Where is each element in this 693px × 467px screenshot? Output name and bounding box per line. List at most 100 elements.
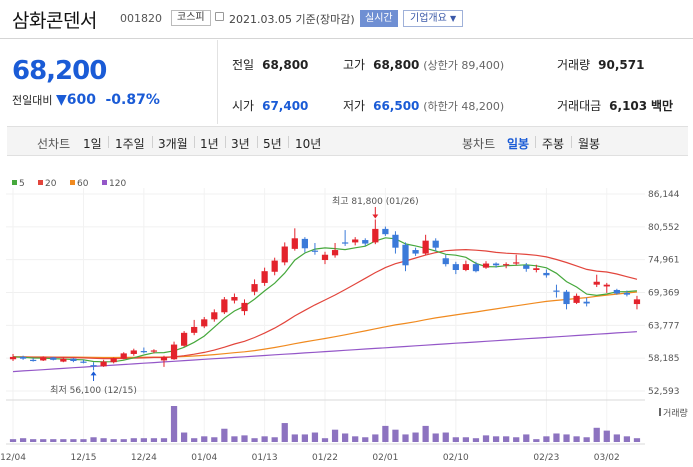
volume-bar — [180, 432, 188, 442]
tab-period-weekly[interactable]: 주봉 — [542, 137, 565, 151]
tab-range-1y[interactable]: 1년 — [200, 137, 219, 151]
chart-legend: 5 20 60 120 — [12, 179, 126, 189]
volume-bar — [241, 435, 248, 442]
y-tick-label: 69,369 — [648, 289, 680, 299]
volume-bar — [211, 437, 218, 442]
volume-bar — [30, 439, 37, 442]
volume-bar — [513, 437, 520, 442]
volume-bar — [221, 428, 228, 442]
volume-bar — [432, 433, 439, 442]
stat-label: 거래대금 — [557, 99, 602, 113]
volume-bar — [291, 434, 298, 442]
tab-range-5y[interactable]: 5년 — [263, 137, 282, 151]
candle-body — [19, 356, 27, 359]
x-tick-label: 02/10 — [443, 453, 469, 463]
stat-label: 전일 — [232, 58, 255, 72]
candle-body — [523, 265, 530, 269]
candlestick-chart: 5 20 60 120 86,144 80,552 74,961 69,369 63,777 5… — [0, 179, 688, 463]
volume-bar — [201, 436, 208, 442]
legend-swatch-120 — [102, 180, 107, 185]
x-tick-label: 01/04 — [191, 453, 217, 463]
candle-body — [593, 281, 600, 285]
candles — [9, 219, 641, 371]
volume-bar — [40, 439, 47, 442]
tab-divider — [225, 136, 226, 148]
stat-open: 시가 67,400 — [232, 97, 308, 114]
volume-bar — [573, 436, 580, 442]
stat-label: 저가 — [343, 99, 366, 113]
candle-body — [392, 234, 399, 248]
volume-bar — [482, 435, 490, 442]
volume-bar — [100, 438, 107, 442]
volume-bar — [452, 437, 459, 442]
stat-unit: 백만 — [650, 99, 674, 113]
volume-bar — [412, 432, 419, 442]
volume-bar — [110, 439, 117, 442]
candle-body — [412, 250, 419, 254]
volume-bar — [281, 423, 288, 442]
candle-body — [130, 350, 137, 354]
quote-basis: 기준(장마감) — [295, 13, 355, 26]
tab-range-1w[interactable]: 1주일 — [115, 137, 145, 151]
chart-annotations: 거래량 최고 81,800 (01/26) 최저 56,100 (12/15) — [50, 196, 688, 419]
tab-range-10y[interactable]: 10년 — [295, 137, 322, 151]
candle-body — [180, 332, 188, 346]
stat-value: 66,500 — [373, 99, 420, 113]
tab-range-3y[interactable]: 3년 — [231, 137, 250, 151]
x-tick-label: 02/01 — [372, 453, 398, 463]
candle-body — [70, 358, 77, 362]
volume-bar — [331, 429, 339, 442]
company-overview-button[interactable]: 기업개요 ▼ — [403, 10, 464, 27]
volume-bar — [633, 438, 641, 442]
header-divider — [0, 38, 693, 39]
candle-body — [201, 319, 208, 327]
x-axis: 12/04 12/15 12/24 01/04 01/13 01/22 02/01 02/10… — [0, 453, 620, 463]
stat-value: 68,800 — [373, 58, 420, 72]
volume-bar — [90, 437, 97, 442]
y-axis: 86,144 80,552 74,961 69,369 63,777 58,185 52,5… — [648, 190, 680, 397]
tab-period-daily[interactable]: 일봉 — [507, 137, 530, 151]
volume-legend-icon — [659, 408, 661, 416]
change-amount: 600 — [66, 92, 96, 108]
realtime-button[interactable]: 실시간 — [360, 10, 398, 27]
y-tick-label: 74,961 — [648, 256, 680, 266]
candle-body — [261, 271, 268, 283]
line-chart-label: 선차트 — [37, 137, 71, 151]
candle-body — [432, 240, 439, 248]
stat-amount: 거래대금 6,103 백만 — [557, 97, 673, 114]
volume-bar — [613, 434, 620, 442]
tab-range-1d[interactable]: 1일 — [83, 137, 102, 151]
stat-upper-limit: (상한가 89,400) — [423, 59, 505, 72]
high-arrowhead-icon — [372, 214, 379, 219]
volume-bar — [593, 427, 600, 442]
stat-value: 6,103 — [609, 99, 648, 113]
candle-body — [170, 344, 178, 360]
candle-body — [271, 260, 278, 272]
volume-bar — [120, 439, 127, 442]
volume-bar — [251, 438, 258, 442]
tab-period-monthly[interactable]: 월봉 — [578, 137, 601, 151]
candle-body — [613, 289, 620, 294]
volume-bar — [150, 438, 158, 442]
candle-body — [623, 292, 631, 295]
volume-bar — [70, 439, 77, 442]
volume-bar — [160, 438, 168, 442]
volume-bar — [503, 436, 510, 442]
tab-range-3m[interactable]: 3개월 — [158, 137, 188, 151]
candle-body — [543, 272, 550, 276]
stat-label: 거래량 — [557, 58, 591, 72]
volume-bar — [342, 433, 349, 442]
volume-bar — [603, 430, 610, 442]
tab-divider — [288, 136, 289, 148]
volume-bar — [170, 406, 178, 442]
stat-value: 67,400 — [262, 99, 309, 113]
volume-bar — [362, 437, 369, 442]
volume-bar — [422, 425, 429, 442]
candle-body — [482, 263, 490, 268]
legend-label-20: 20 — [45, 179, 57, 189]
legend-label-120: 120 — [109, 179, 126, 189]
stat-label: 고가 — [343, 58, 366, 72]
candle-body — [503, 264, 510, 266]
volume-bar — [372, 434, 379, 442]
candle-body — [553, 290, 560, 292]
